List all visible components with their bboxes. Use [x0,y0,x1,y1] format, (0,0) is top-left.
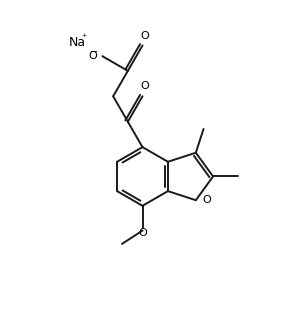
Text: O: O [89,51,97,61]
Text: Na: Na [69,36,86,49]
Text: ⁺: ⁺ [82,33,87,43]
Text: O: O [140,31,149,41]
Text: O: O [202,195,211,205]
Text: O: O [140,81,149,91]
Text: O: O [138,228,147,238]
Text: −: − [90,47,98,57]
